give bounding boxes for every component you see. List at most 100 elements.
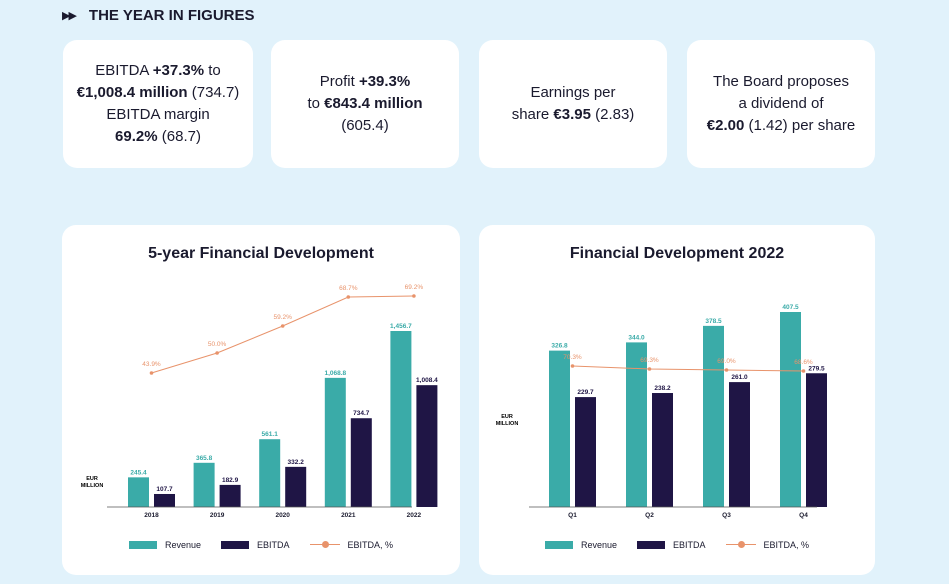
x-tick-label: 2022 bbox=[407, 512, 422, 519]
bar-ebitda-Q3 bbox=[729, 382, 750, 507]
legend-ebitda: EBITDA bbox=[637, 540, 706, 550]
kpi-value: +37.3% bbox=[152, 62, 205, 79]
data-label-revenue: 561.1 bbox=[262, 431, 279, 438]
kpi-text: EBITDA bbox=[95, 62, 153, 79]
kpi-line: 69.2% (68.7) bbox=[77, 126, 240, 148]
kpi-line: to €843.4 million bbox=[307, 93, 422, 115]
legend-ebitda: EBITDA bbox=[221, 540, 290, 550]
data-label-ebitda: 229.7 bbox=[577, 389, 594, 396]
bar-revenue-2018 bbox=[128, 477, 149, 507]
kpi-line: (605.4) bbox=[307, 115, 422, 137]
bar-revenue-Q2 bbox=[626, 342, 647, 507]
kpi-text: (605.4) bbox=[341, 117, 389, 134]
data-label-margin: 68.7% bbox=[339, 285, 358, 292]
bar-revenue-Q4 bbox=[780, 312, 801, 507]
bar-revenue-Q3 bbox=[703, 325, 724, 507]
data-label-ebitda: 332.2 bbox=[288, 459, 305, 466]
kpi-text: (68.7) bbox=[157, 128, 201, 145]
data-label-margin: 50.0% bbox=[208, 341, 227, 348]
data-label-revenue: 378.5 bbox=[705, 318, 722, 325]
data-label-ebitda: 261.0 bbox=[731, 374, 748, 381]
kpi-line: a dividend of bbox=[707, 93, 855, 115]
kpi-text: share bbox=[511, 106, 554, 123]
chart-panel-5-year: 5-year Financial Development EUR MILLION 2… bbox=[62, 225, 460, 575]
kpi-text: The Board proposes bbox=[713, 73, 849, 90]
kpi-text: EBITDA margin bbox=[106, 106, 210, 123]
kpi-text: (2.83) bbox=[590, 106, 635, 123]
bar-ebitda-Q1 bbox=[575, 397, 596, 507]
kpi-line: share €3.95 (2.83) bbox=[512, 104, 635, 126]
bar-ebitda-2022 bbox=[416, 385, 438, 507]
data-label-ebitda: 734.7 bbox=[353, 410, 370, 417]
kpi-text: to bbox=[307, 95, 325, 112]
margin-point-Q2 bbox=[647, 367, 652, 371]
kpi-value: €843.4 million bbox=[324, 95, 423, 112]
data-label-ebitda: 182.9 bbox=[222, 477, 239, 484]
kpi-text: Profit bbox=[319, 73, 359, 90]
y-axis-label: MILLION bbox=[81, 483, 104, 489]
bar-ebitda-2020 bbox=[285, 466, 307, 507]
bar-revenue-2019 bbox=[193, 462, 215, 507]
margin-point-2021 bbox=[346, 295, 351, 299]
kpi-card-eps: Earnings per share €3.95 (2.83) bbox=[479, 40, 667, 168]
legend-revenue: Revenue bbox=[544, 540, 617, 550]
y-axis-label: EUR bbox=[86, 476, 98, 482]
bar-revenue-Q1 bbox=[549, 350, 570, 507]
kpi-line: €2.00 (1.42) per share bbox=[707, 115, 855, 137]
kpi-card-profit: Profit +39.3% to €843.4 million (605.4) bbox=[271, 40, 459, 168]
margin-point-Q4 bbox=[801, 369, 806, 373]
kpi-value: €3.95 bbox=[553, 106, 591, 123]
x-tick-label: Q3 bbox=[722, 512, 731, 519]
margin-point-2022 bbox=[412, 294, 416, 298]
bar-ebitda-Q2 bbox=[652, 393, 673, 507]
kpi-value: +39.3% bbox=[358, 73, 411, 90]
margin-point-2019 bbox=[215, 351, 219, 355]
chart-legend: Revenue EBITDA EBITDA, % bbox=[62, 540, 460, 550]
bar-revenue-2021 bbox=[324, 377, 346, 507]
kpi-line: The Board proposes bbox=[707, 71, 855, 93]
data-label-revenue: 407.5 bbox=[782, 304, 799, 311]
data-label-margin: 69.3% bbox=[640, 357, 659, 364]
legend-revenue: Revenue bbox=[128, 540, 201, 550]
kpi-value: 69.2% bbox=[115, 128, 158, 145]
data-label-revenue: 344.0 bbox=[628, 334, 645, 341]
x-tick-label: Q1 bbox=[568, 512, 577, 519]
ebitda-margin-line bbox=[572, 365, 804, 372]
kpi-line: Earnings per bbox=[512, 82, 635, 104]
legend-ebitda-margin: EBITDA, % bbox=[725, 540, 809, 550]
bar-revenue-2020 bbox=[259, 439, 281, 507]
y-axis-label: EUR bbox=[501, 414, 513, 420]
kpi-card-ebitda: EBITDA +37.3% to €1,008.4 million (734.7)… bbox=[63, 40, 253, 168]
bar-ebitda-Q4 bbox=[806, 373, 827, 507]
bar-revenue-2022 bbox=[390, 331, 412, 507]
chart-legend: Revenue EBITDA EBITDA, % bbox=[479, 540, 875, 550]
margin-point-Q1 bbox=[570, 364, 575, 368]
data-label-margin: 68.6% bbox=[794, 359, 813, 366]
x-tick-label: 2018 bbox=[144, 512, 159, 519]
data-label-margin: 70.3% bbox=[563, 354, 582, 361]
chart-panel-2022: Financial Development 2022 EUR MILLION 326… bbox=[479, 225, 875, 575]
data-label-margin: 69.2% bbox=[405, 284, 424, 291]
data-label-revenue: 365.8 bbox=[196, 455, 213, 462]
x-tick-label: Q2 bbox=[645, 512, 654, 519]
data-label-revenue: 326.8 bbox=[551, 343, 568, 350]
bar-ebitda-2018 bbox=[154, 493, 175, 507]
data-label-ebitda: 107.7 bbox=[156, 486, 173, 493]
data-label-margin: 43.9% bbox=[142, 361, 161, 368]
data-label-ebitda: 238.2 bbox=[654, 385, 671, 392]
chart-title: 5-year Financial Development bbox=[148, 245, 374, 262]
margin-point-Q3 bbox=[724, 368, 729, 372]
kpi-line: Profit +39.3% bbox=[307, 71, 422, 93]
kpi-value: €2.00 bbox=[706, 117, 745, 134]
margin-point-2020 bbox=[280, 324, 285, 328]
data-label-revenue: 1,456.7 bbox=[390, 323, 412, 330]
kpi-text: to bbox=[204, 62, 221, 79]
x-tick-label: 2020 bbox=[275, 512, 290, 519]
x-tick-label: 2019 bbox=[210, 512, 225, 519]
kpi-line: €1,008.4 million (734.7) bbox=[77, 82, 240, 104]
kpi-text: Earnings per bbox=[530, 84, 616, 101]
data-label-ebitda: 1,008.4 bbox=[416, 377, 438, 384]
ebitda-margin-line bbox=[151, 295, 414, 374]
kpi-line: EBITDA +37.3% to bbox=[77, 60, 240, 82]
